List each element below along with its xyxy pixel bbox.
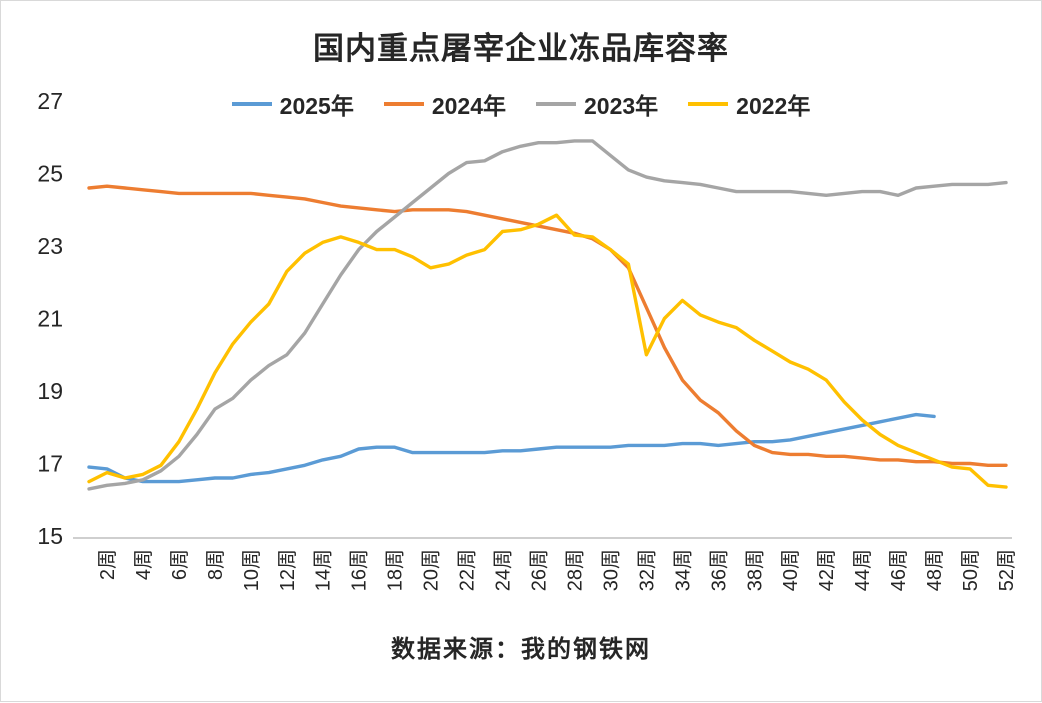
y-axis-label: 15 <box>37 523 63 549</box>
x-axis-label: 10周 <box>241 549 263 591</box>
x-axis-label: 46周 <box>888 549 910 591</box>
x-axis-label: 36周 <box>708 549 730 591</box>
legend-swatch-2022 <box>688 102 729 106</box>
x-axis-label: 8周 <box>205 549 227 580</box>
x-axis-label: 18周 <box>385 549 407 591</box>
legend-swatch-2023 <box>536 102 576 106</box>
x-axis-label: 52周 <box>996 549 1018 591</box>
x-axis-label: 6周 <box>169 549 191 580</box>
x-axis-label: 26周 <box>529 549 551 591</box>
legend-label-2024: 2024年 <box>431 93 506 119</box>
y-axis-label: 19 <box>37 378 63 404</box>
legend-label-2023: 2023年 <box>584 93 659 119</box>
x-axis-label: 40周 <box>780 549 802 591</box>
legend-item-2024: 2024年 <box>383 87 506 121</box>
x-axis-label: 28周 <box>564 549 586 591</box>
x-axis-label: 16周 <box>349 549 371 591</box>
x-axis-label: 22周 <box>457 549 479 591</box>
legend-label-2022: 2022年 <box>736 93 811 119</box>
x-axis-label: 44周 <box>852 549 874 591</box>
y-axis-label: 23 <box>37 233 63 259</box>
x-axis-label: 4周 <box>133 549 155 580</box>
x-axis-label: 42周 <box>816 549 838 591</box>
legend-swatch-2025 <box>231 102 272 106</box>
x-axis-label: 2周 <box>97 549 119 580</box>
x-axis-label: 34周 <box>672 549 694 591</box>
y-axis-label: 21 <box>37 306 63 332</box>
chart-title: 国内重点屠宰企业冻品库容率 <box>313 31 729 66</box>
series-line-2022年 <box>87 213 1008 489</box>
series-line-2023年 <box>87 139 1008 491</box>
x-axis-label: 20周 <box>421 549 443 591</box>
x-axis-label: 24周 <box>493 549 515 591</box>
y-axis-label: 17 <box>37 451 63 477</box>
legend-item-2022: 2022年 <box>688 87 810 121</box>
legend-swatch-2024 <box>383 102 424 106</box>
x-axis-label: 14周 <box>313 549 335 591</box>
legend-item-2025: 2025年 <box>231 87 354 121</box>
legend-label-2025: 2025年 <box>279 93 354 119</box>
series-line-2024年 <box>87 184 1008 467</box>
x-axis-label: 30周 <box>600 549 622 591</box>
y-axis-label: 25 <box>37 161 63 187</box>
x-axis-label: 38周 <box>744 549 766 591</box>
chart-legend: 2025年 2024年 2023年 2022年 <box>1 87 1041 121</box>
y-axis-label: 27 <box>37 88 63 114</box>
legend-item-2023: 2023年 <box>536 87 658 121</box>
x-axis-label: 48周 <box>924 549 946 591</box>
x-axis-label: 12周 <box>277 549 299 591</box>
x-axis-label: 32周 <box>636 549 658 591</box>
series-line-2025年 <box>87 412 936 484</box>
x-axis-label: 50周 <box>960 549 982 591</box>
source-note: 数据来源：我的钢铁网 <box>391 636 651 663</box>
